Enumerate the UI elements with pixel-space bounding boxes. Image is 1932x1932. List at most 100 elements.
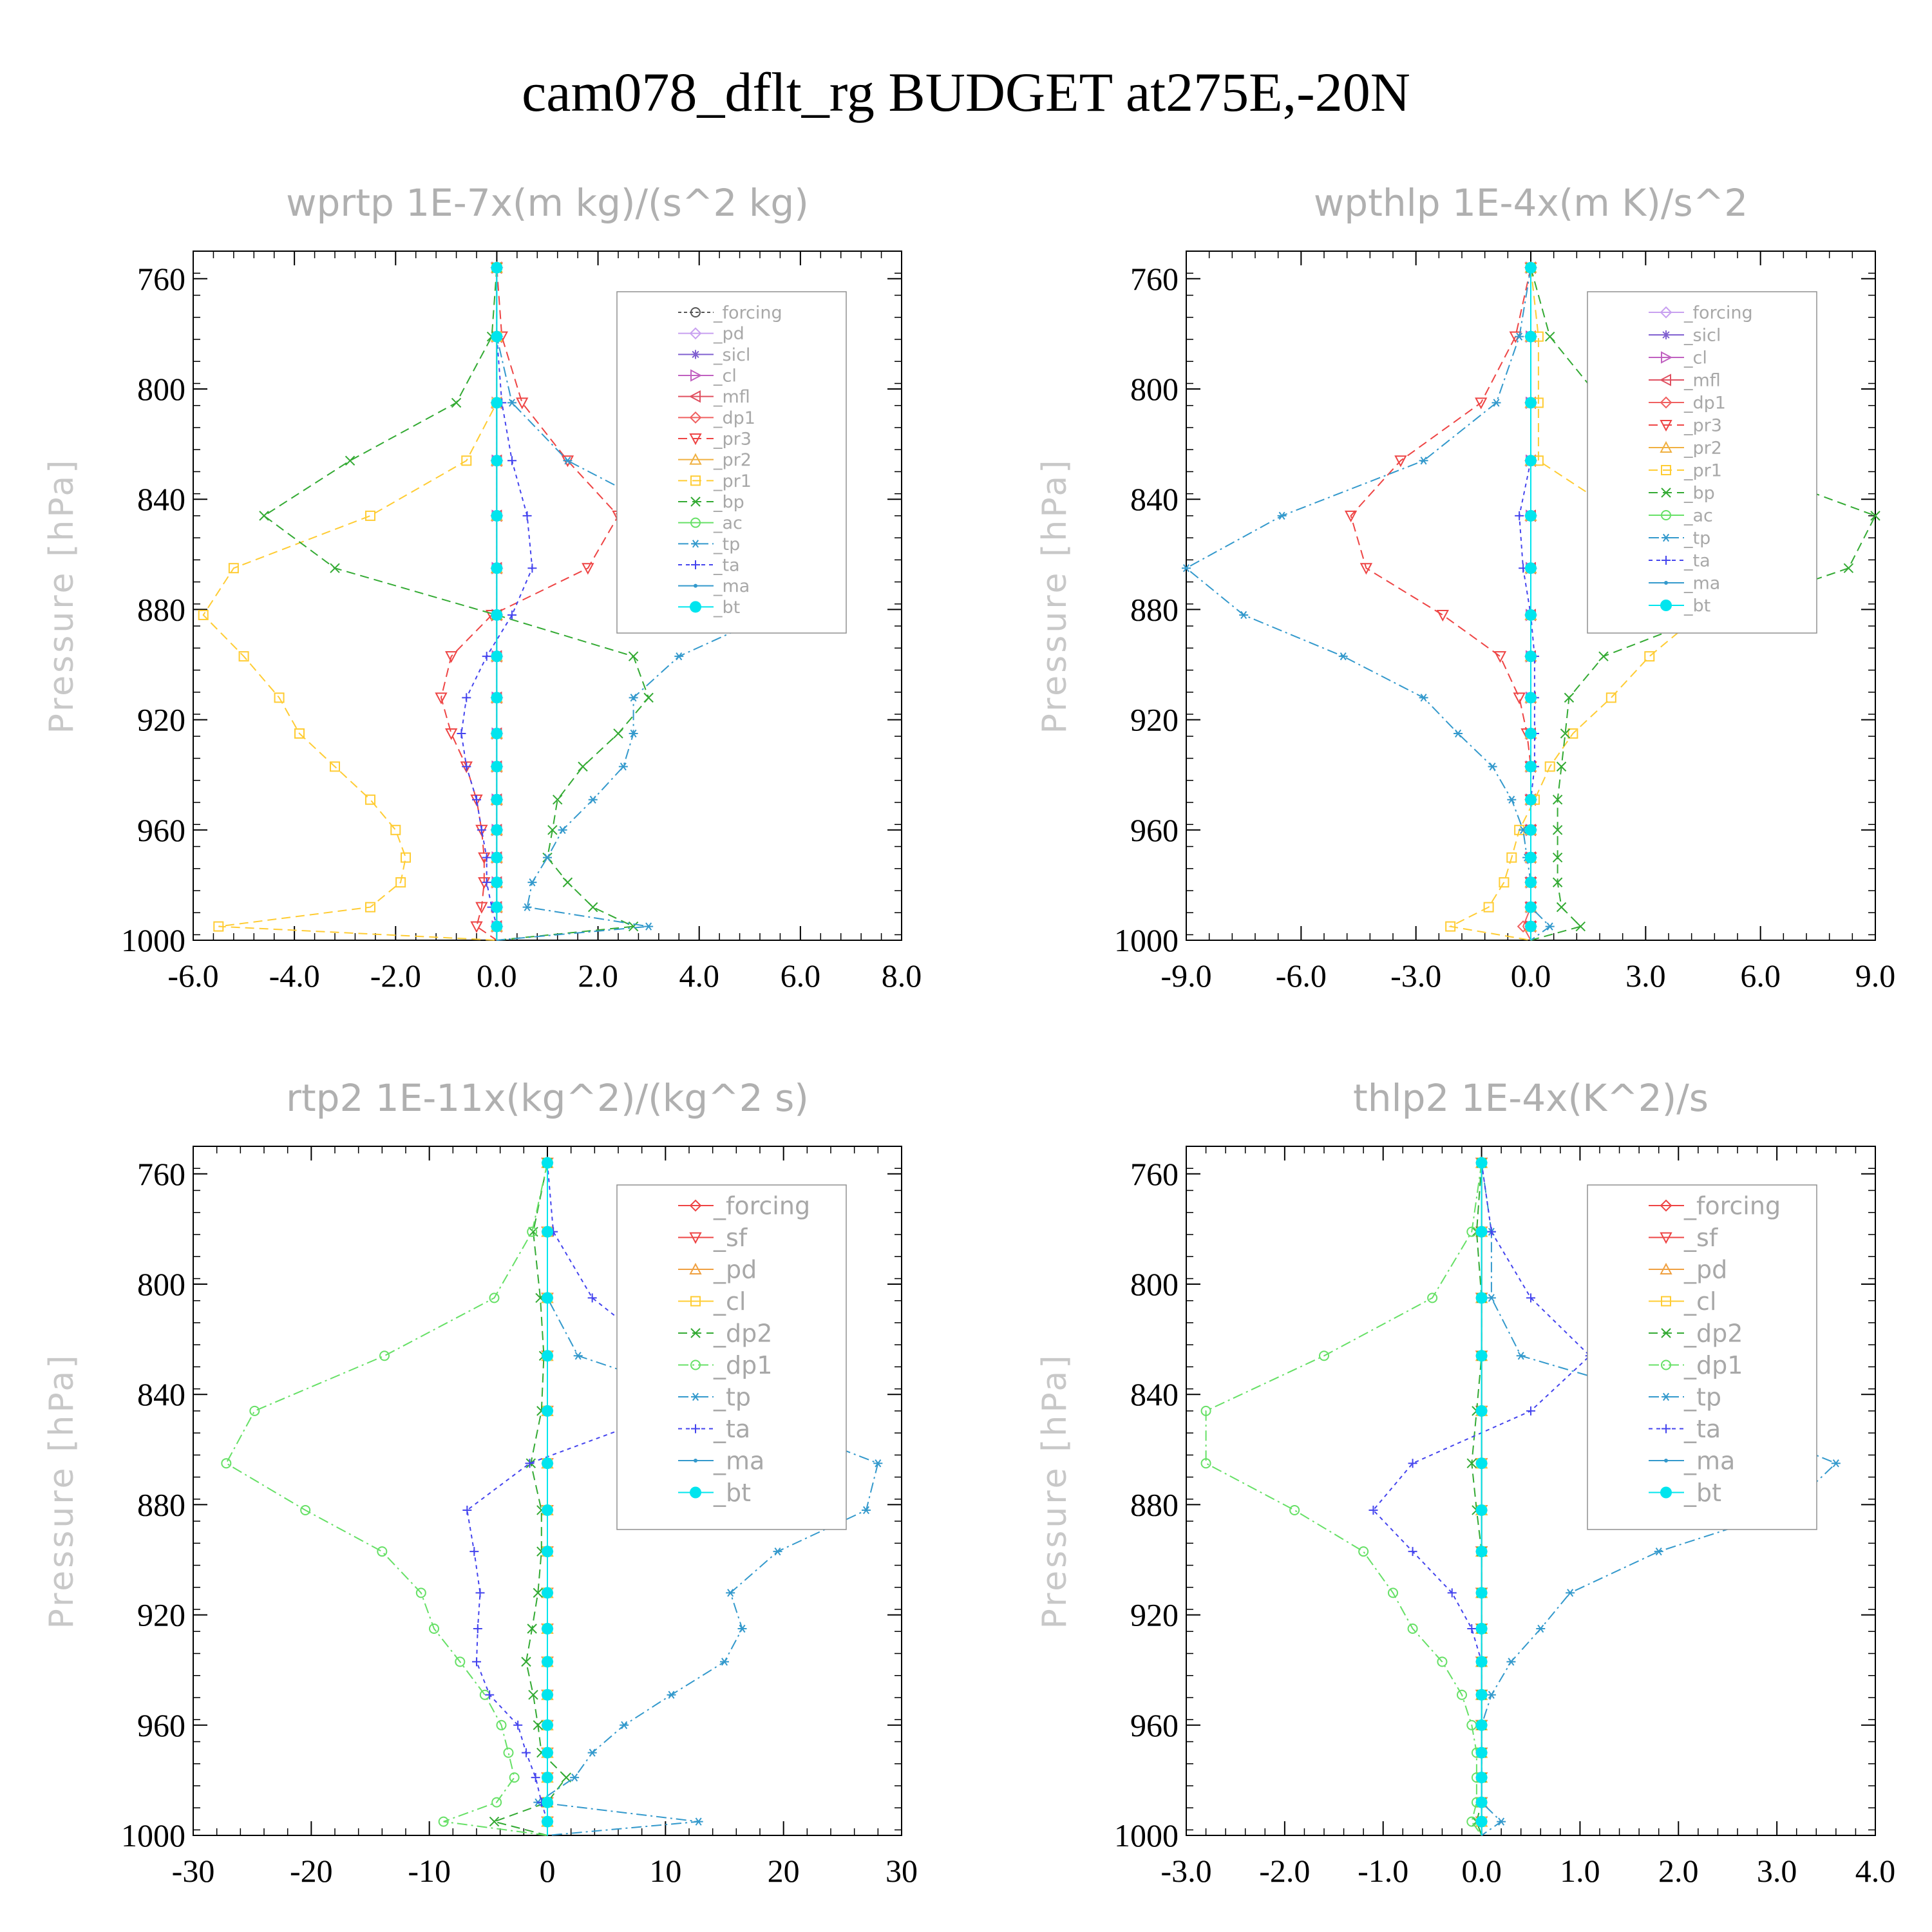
data-point [1475,1772,1488,1784]
legend-entry: _bt [678,598,740,618]
legend-entry: _cl [678,366,737,386]
legend-label: _ta [1683,551,1710,571]
data-point [1545,922,1555,931]
legend-entry: _ma [678,576,750,596]
legend-label: _dp2 [713,1319,772,1347]
data-point [542,1226,553,1238]
legend-entry: _pd [678,324,744,344]
chart-panel-3: rtp2 1E-11x(kg^2)/(kg^2 s) Pressure [hPa]… [43,1076,918,1889]
legend-label: _pr3 [1683,415,1722,435]
data-point [1525,920,1537,933]
legend-marker [1660,1199,1672,1212]
data-point [1483,902,1494,913]
data-point [542,1157,553,1169]
data-point [330,761,340,772]
series-line [492,1162,567,1836]
y-tick-label: 880 [1130,1486,1179,1522]
data-point [542,1504,553,1516]
legend: _forcing _sf _pd _cl _dp2 _dp1 _tp _ta _ma _bt [616,1184,847,1530]
legend-marker [1660,420,1672,432]
data-point [1507,795,1517,804]
x-tick-label: -2.0 [1259,1853,1310,1889]
legend-label: _ta [1683,1415,1721,1443]
legend-marker [689,327,702,340]
data-point [509,1772,520,1783]
data-point [491,692,503,704]
data-point [507,399,516,407]
data-point [737,1624,747,1633]
data-point [1277,511,1287,520]
data-point [395,877,406,888]
data-point [1388,1587,1398,1598]
series-line [536,1162,879,1836]
legend-label: _bt [713,1479,751,1507]
legend-label: _cl [713,1287,746,1316]
legend-entry: _pr3 [678,429,752,449]
data-point [1526,1293,1535,1303]
data-point [1552,825,1563,835]
series-line [202,267,498,941]
data-point [1544,761,1555,772]
data-point [1182,564,1191,573]
legend-label: _pr2 [713,450,752,470]
legend-entry: _forcing [678,303,782,323]
data-point [491,261,503,274]
legend-label: _tp [1683,1383,1721,1411]
data-point [1475,397,1488,410]
legend-entry: _pd [678,1255,757,1283]
data-point [644,922,654,931]
legend-marker [1660,396,1672,409]
data-point [629,729,638,738]
data-point [379,1350,390,1361]
data-point [470,921,483,933]
data-point [1560,728,1571,739]
x-tick-label: 8.0 [882,958,922,994]
data-point [469,1547,479,1557]
legend-label: _bp [1683,483,1715,503]
legend-marker [1661,1296,1671,1307]
data-point [629,694,638,702]
data-point [588,902,598,913]
series-dp1 [221,1157,553,1836]
data-point [1526,1406,1535,1416]
legend-label: _pr1 [713,471,752,491]
data-point [522,903,532,911]
legend-box [1587,1184,1817,1530]
data-point [1467,1624,1477,1633]
data-point [485,1690,495,1700]
data-point [1475,1719,1488,1731]
data-point [477,825,486,835]
x-tick-label: 0.0 [1461,1853,1502,1889]
panel-title: thlp2 1E-4x(K^2)/s [1353,1076,1709,1120]
legend-marker [690,601,701,613]
data-point [1525,261,1537,274]
y-tick-label: 760 [1130,261,1179,297]
data-point [527,564,537,573]
x-tick-label: 2.0 [578,958,618,994]
data-point [491,397,503,409]
data-point [573,1352,583,1360]
x-tick-label: -10 [408,1853,451,1889]
data-point [1525,876,1537,889]
x-tick-label: 0.0 [477,958,517,994]
legend-label: _dp1 [1683,393,1726,413]
legend-label: _sf [713,1224,748,1252]
legend-label: _forcing [1683,1191,1781,1220]
legend-label: _forcing [713,303,782,323]
legend-entry: _pr1 [678,471,752,491]
x-tick-label: -3.0 [1390,958,1441,994]
legend-label: _dp1 [1683,1351,1743,1379]
data-point [1427,1293,1438,1303]
data-point [1515,332,1524,341]
data-point [525,1459,535,1468]
data-point [390,824,401,835]
legend-entry: _ma [678,1446,764,1475]
legend-entry: _bt [678,1479,751,1507]
legend-marker [689,1232,702,1244]
data-point [429,1624,439,1634]
data-point [345,455,355,466]
data-point [1552,852,1563,863]
data-point [542,1772,553,1784]
data-point [1552,795,1563,805]
data-point [533,1587,544,1598]
